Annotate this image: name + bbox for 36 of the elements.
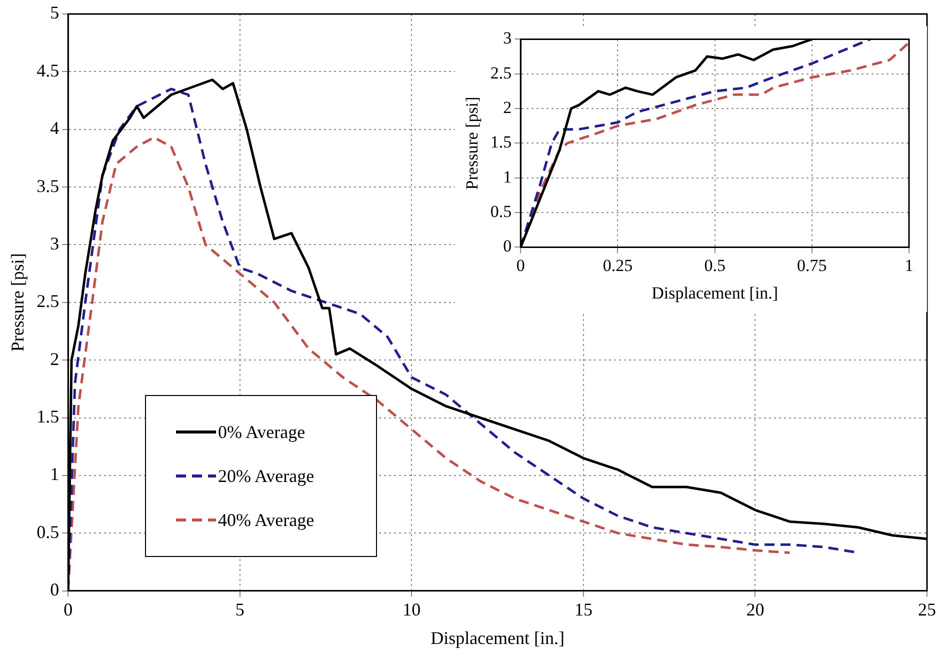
x-tick-label: 0.25	[602, 256, 633, 275]
x-axis-title: Displacement [in.]	[652, 283, 778, 302]
y-axis-title: Pressure [psi]	[462, 96, 482, 190]
x-tick-label: 5	[235, 599, 244, 620]
x-tick-label: 0.75	[797, 256, 827, 275]
x-axis-title: Displacement [in.]	[430, 628, 565, 648]
y-tick-label: 0.5	[490, 202, 512, 221]
y-axis-title: Pressure [psi]	[8, 253, 28, 352]
legend-label: 20% Average	[218, 466, 314, 486]
y-tick-label: 2	[50, 348, 60, 369]
y-tick-label: 2.5	[36, 291, 60, 312]
y-tick-label: 2	[503, 98, 512, 117]
y-tick-label: 3	[503, 28, 512, 48]
x-tick-label: 1	[904, 256, 914, 275]
x-tick-label: 0	[516, 256, 525, 275]
y-tick-label: 1	[503, 167, 512, 186]
x-tick-label: 0.5	[704, 256, 726, 275]
x-tick-label: 20	[746, 599, 764, 620]
y-tick-label: 3	[50, 233, 60, 254]
y-tick-label: 3.5	[36, 176, 60, 196]
legend-label: 0% Average	[218, 422, 306, 442]
y-tick-label: 0	[503, 236, 512, 256]
y-tick-label: 1.5	[36, 406, 60, 426]
y-tick-label: 5	[50, 2, 60, 23]
x-tick-label: 0	[64, 599, 73, 620]
y-tick-label: 1.5	[490, 132, 512, 152]
y-tick-label: 1	[50, 464, 60, 484]
y-tick-label: 0.5	[36, 522, 60, 542]
y-tick-label: 2.5	[490, 63, 512, 82]
x-tick-label: 15	[574, 599, 592, 620]
legend-label: 40% Average	[218, 510, 314, 530]
x-tick-label: 10	[402, 599, 421, 620]
y-tick-label: 4	[50, 118, 60, 138]
y-tick-label: 0	[50, 580, 60, 600]
x-tick-label: 25	[918, 599, 936, 620]
y-tick-label: 4.5	[36, 60, 60, 80]
